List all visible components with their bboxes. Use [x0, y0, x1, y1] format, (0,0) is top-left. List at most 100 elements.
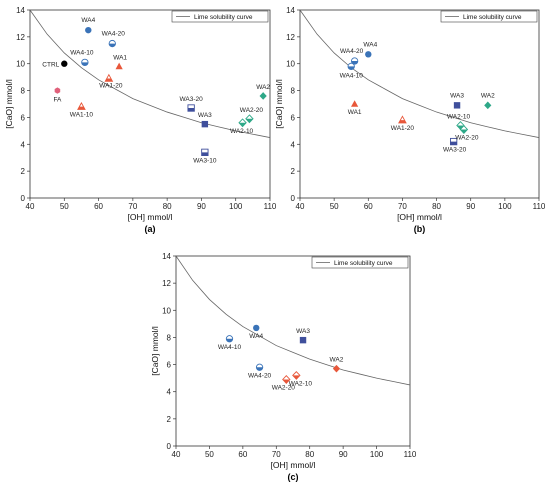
point-label: WA2-10 — [289, 380, 313, 387]
data-point: WA1-20 — [99, 73, 123, 89]
y-axis-label: [CaO] mmol/l — [150, 326, 160, 376]
data-point: WA2-20 — [272, 375, 296, 392]
point-label: WA3-10 — [193, 157, 217, 164]
point-label: WA4-10 — [218, 344, 242, 351]
point-label: WA1-20 — [391, 125, 415, 132]
point-marker — [453, 102, 461, 109]
point-label: WA4-20 — [102, 31, 126, 38]
point-marker-fill — [292, 375, 300, 380]
point-marker-fill — [238, 122, 247, 127]
lime-solubility-curve — [300, 10, 539, 138]
data-point: WA4 — [249, 324, 264, 340]
point-label: WA1 — [113, 54, 127, 61]
chart-panel-a: 40 50 60 70 80 90 100 110 0 2 4 6 8 10 12 14 [OH] mmol/l… — [0, 0, 280, 240]
x-tick-label: 80 — [305, 450, 314, 459]
point-label: WA3-20 — [443, 147, 467, 154]
point-label: WA2-20 — [272, 385, 296, 392]
y-tick-label: 4 — [21, 140, 26, 149]
data-point: WA2-10 — [230, 118, 254, 135]
x-axis-label: [OH] mmol/l — [128, 212, 173, 222]
y-axis-label: [CaO] mmol/l — [274, 79, 284, 129]
plot-frame — [175, 255, 411, 447]
panel-label: (c) — [288, 472, 299, 482]
y-tick-label: 6 — [291, 113, 296, 122]
legend: Lime solubility curve — [171, 10, 269, 23]
y-tick-label: 2 — [291, 167, 296, 176]
lime-solubility-curve — [176, 256, 410, 386]
y-tick-label: 4 — [167, 388, 172, 397]
y-tick-label: 8 — [291, 87, 296, 96]
point-label: WA4-10 — [70, 49, 94, 56]
point-label: WA1 — [348, 109, 362, 116]
point-label: FA — [53, 97, 62, 104]
y-tick-label: 2 — [21, 167, 26, 176]
point-label: WA2-10 — [230, 128, 254, 135]
data-point: WA2 — [330, 357, 344, 373]
point-label: WA2-20 — [240, 107, 264, 114]
data-point: WA4 — [363, 41, 378, 58]
data-point: WA3 — [450, 92, 464, 109]
data-point: WA2-10 — [289, 370, 313, 387]
point-marker-fill — [450, 141, 457, 145]
y-tick-label: 0 — [21, 194, 26, 203]
data-point: WA2-20 — [240, 107, 264, 124]
data-point: WA3 — [296, 328, 310, 344]
chart-panel-c: 40 50 60 70 80 90 100 110 0 2 4 6 8 10 12 14 [OH] mmol/l… — [138, 242, 418, 490]
y-tick-label: 10 — [16, 60, 25, 69]
point-label: WA4-20 — [340, 48, 364, 55]
data-point: WA1-10 — [70, 101, 93, 119]
point-marker-fill — [456, 125, 465, 130]
y-tick-label: 6 — [167, 361, 172, 370]
x-tick-label: 60 — [364, 202, 373, 211]
plot-frame — [29, 9, 271, 199]
panel-label: (a) — [145, 224, 156, 234]
point-marker-fill — [81, 62, 89, 66]
x-tick-label: 110 — [533, 202, 546, 211]
point-label: WA1-20 — [99, 82, 123, 89]
x-tick-label: 100 — [370, 450, 384, 459]
data-point: WA4-20 — [248, 363, 272, 379]
x-tick-label: 60 — [238, 450, 247, 459]
y-tick-label: 6 — [21, 113, 26, 122]
x-tick-label: 80 — [163, 202, 172, 211]
point-marker — [115, 62, 123, 70]
point-label: CTRL — [42, 62, 59, 69]
point-label: WA2-10 — [447, 113, 471, 120]
point-label: WA2 — [481, 92, 495, 99]
point-label: WA2 — [330, 357, 344, 364]
point-marker-fill — [256, 367, 263, 371]
point-marker — [253, 324, 260, 332]
x-tick-label: 100 — [498, 202, 512, 211]
point-label: WA3 — [296, 328, 310, 335]
data-point: WA3-20 — [443, 137, 467, 154]
chart-svg: 40 50 60 70 80 90 100 110 0 2 4 6 8 10 12 14 [OH] mmol/l… — [274, 6, 546, 234]
point-marker — [259, 92, 267, 100]
point-label: WA3 — [450, 92, 464, 99]
y-tick-label: 10 — [162, 306, 171, 315]
y-axis-label: [CaO] mmol/l — [4, 79, 14, 129]
data-point: CTRL — [42, 60, 68, 69]
data-point: WA3 — [198, 112, 212, 128]
point-label: WA4 — [249, 333, 263, 340]
x-tick-label: 110 — [264, 202, 277, 211]
x-tick-label: 80 — [432, 202, 441, 211]
point-marker-fill — [398, 120, 407, 123]
data-point: WA3-20 — [180, 96, 203, 112]
point-marker-fill — [77, 106, 86, 110]
data-point: WA2 — [256, 84, 270, 100]
x-tick-label: 40 — [296, 202, 305, 211]
chart-panel-b: 40 50 60 70 80 90 100 110 0 2 4 6 8 10 12 14 [OH] mmol/l… — [274, 0, 550, 240]
data-point: WA2 — [481, 92, 495, 110]
point-marker — [201, 120, 209, 128]
point-label: WA4-20 — [248, 372, 272, 379]
data-point: WA4-20 — [102, 31, 126, 48]
y-tick-label: 10 — [286, 60, 295, 69]
legend-label: Lime solubility curve — [194, 14, 253, 21]
point-marker-fill — [105, 78, 113, 82]
data-point: WA1-20 — [391, 115, 415, 132]
legend-label: Lime solubility curve — [463, 14, 522, 21]
x-tick-label: 70 — [398, 202, 407, 211]
y-tick-label: 14 — [16, 6, 25, 15]
y-tick-label: 8 — [167, 333, 172, 342]
